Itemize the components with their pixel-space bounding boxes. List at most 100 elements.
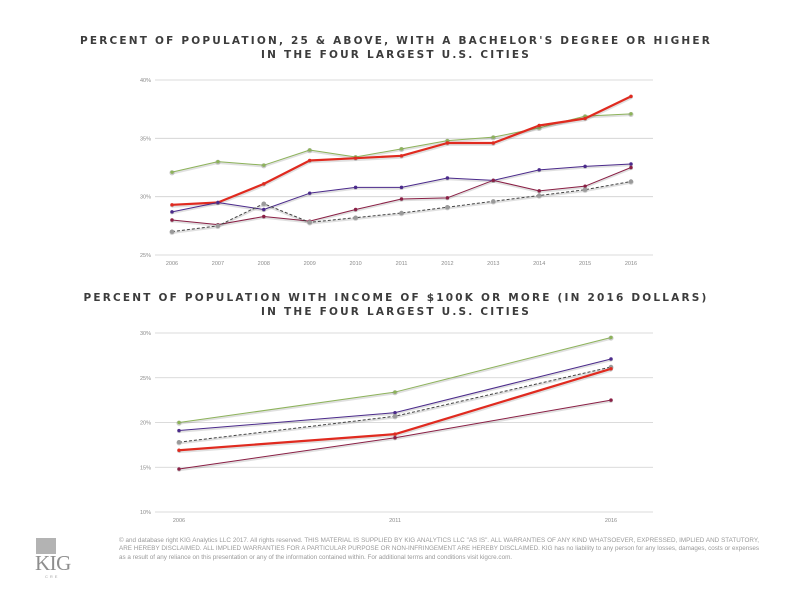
green-series-point <box>399 147 404 151</box>
green-series-point <box>629 112 633 116</box>
national-dashed-series-point <box>582 187 588 192</box>
purple-series-point <box>629 162 633 166</box>
green-series-point <box>170 170 174 174</box>
x-tick-label: 2014 <box>533 261 545 267</box>
green-series-point <box>177 420 181 425</box>
national-dashed-series-point <box>307 220 312 225</box>
income-100k-line-chart: 10% 15% 20% 25% 30% 2006 2011 2016 <box>140 331 653 524</box>
x-tick-label: 2009 <box>304 261 316 267</box>
green-series-point <box>491 135 495 139</box>
national-dashed-series-point <box>537 193 542 198</box>
national-dashed-series-point <box>261 201 266 206</box>
national-dashed-series-point <box>491 199 496 204</box>
red-series-point <box>609 367 613 371</box>
x-tick-label: 2008 <box>258 261 270 267</box>
x-tick-label: 2011 <box>389 518 401 524</box>
maroon-series-point <box>262 214 266 219</box>
y-tick-label: 30% <box>140 195 151 201</box>
x-tick-label: 2006 <box>173 518 185 524</box>
maroon-series-point <box>609 398 613 402</box>
purple-series-point <box>537 168 541 172</box>
x-tick-label: 2015 <box>579 261 591 267</box>
purple-series-shadow <box>178 359 612 433</box>
green-series-point <box>308 148 312 152</box>
red-series-point <box>491 141 495 145</box>
national-dashed-series-line <box>171 181 632 233</box>
purple-series-point <box>583 164 587 169</box>
red-series-point <box>399 154 404 158</box>
maroon-series-point <box>353 207 358 212</box>
y-tick-label: 10% <box>140 510 151 516</box>
kig-logo: KIG CRE <box>35 538 71 582</box>
chart-title-bachelors: PERCENT OF POPULATION, 25 & ABOVE, WITH … <box>0 34 792 62</box>
y-tick-label: 30% <box>140 331 151 337</box>
maroon-series-point <box>537 189 541 193</box>
national-dashed-series-point <box>445 204 450 210</box>
x-tick-label: 2006 <box>166 261 178 267</box>
logo-subtext: CRE <box>45 574 60 579</box>
chart-title-line-1: PERCENT OF POPULATION WITH INCOME OF $10… <box>83 292 709 304</box>
purple-series-point <box>170 210 174 214</box>
national-dashed-series-point <box>392 414 398 419</box>
x-tick-label: 2016 <box>605 518 617 524</box>
chart-title-income: PERCENT OF POPULATION WITH INCOME OF $10… <box>0 291 792 319</box>
green-series-point <box>262 163 266 167</box>
red-series-point <box>170 203 174 207</box>
maroon-series-point <box>177 467 181 471</box>
x-tick-label: 2010 <box>349 261 361 267</box>
x-tick-label: 2007 <box>212 261 224 267</box>
maroon-series-point <box>491 178 495 183</box>
red-series-point <box>308 158 312 163</box>
national-dashed-series-point <box>215 223 221 229</box>
red-series-point <box>583 116 587 121</box>
red-series-point <box>445 141 450 145</box>
red-series-point <box>629 94 633 99</box>
bachelors-degree-line-chart: 25% 30% 35% 40% 2006 2007 2008 2009 2010 2011 2012… <box>140 78 653 267</box>
national-dashed-series-point <box>399 210 404 216</box>
green-series-point <box>216 159 220 164</box>
purple-series-point <box>308 191 312 195</box>
green-series-line <box>178 336 612 423</box>
y-tick-label: 40% <box>140 78 151 84</box>
purple-series-point <box>262 207 266 212</box>
green-series-point <box>445 138 450 143</box>
logo-text: KIG <box>35 551 71 575</box>
x-tick-label: 2011 <box>396 261 408 267</box>
national-dashed-series-point <box>628 179 634 184</box>
chart-title-line-2: IN THE FOUR LARGEST U.S. CITIES <box>261 306 531 318</box>
national-dashed-series-shadow <box>178 367 612 445</box>
x-tick-label: 2016 <box>625 261 637 267</box>
purple-series-point <box>445 176 450 180</box>
y-tick-label: 20% <box>140 421 151 427</box>
purple-series-point <box>609 357 613 361</box>
red-series-point <box>262 182 266 186</box>
purple-series-point <box>353 185 358 190</box>
maroon-series-point <box>393 436 397 440</box>
logo-block <box>36 538 56 554</box>
red-series-point <box>177 448 181 452</box>
chart-title-line-1: PERCENT OF POPULATION, 25 & ABOVE, WITH … <box>79 35 713 47</box>
maroon-series-point <box>583 184 587 188</box>
national-dashed-series-point <box>176 439 182 445</box>
green-series-point <box>393 390 397 394</box>
copyright-disclaimer: © and database right KIG Analytics LLC 2… <box>119 537 759 561</box>
maroon-series-point <box>399 197 404 201</box>
red-series-point <box>353 156 358 160</box>
y-tick-label: 25% <box>140 376 151 382</box>
green-series-point <box>609 335 613 340</box>
national-dashed-series-point <box>169 229 175 234</box>
x-tick-label: 2013 <box>487 261 499 267</box>
y-tick-label: 15% <box>140 465 151 471</box>
chart-title-line-2: IN THE FOUR LARGEST U.S. CITIES <box>261 49 531 61</box>
maroon-series-point <box>629 165 633 170</box>
y-tick-label: 35% <box>140 136 151 142</box>
purple-series-point <box>399 185 404 190</box>
maroon-series-point <box>170 218 174 222</box>
national-dashed-series-point <box>353 215 358 220</box>
x-tick-label: 2012 <box>441 261 453 267</box>
national-dashed-series-line <box>178 366 612 443</box>
purple-series-point <box>393 410 397 415</box>
red-series-point <box>537 123 541 128</box>
y-tick-label: 25% <box>140 253 151 259</box>
red-series-point <box>393 432 397 436</box>
